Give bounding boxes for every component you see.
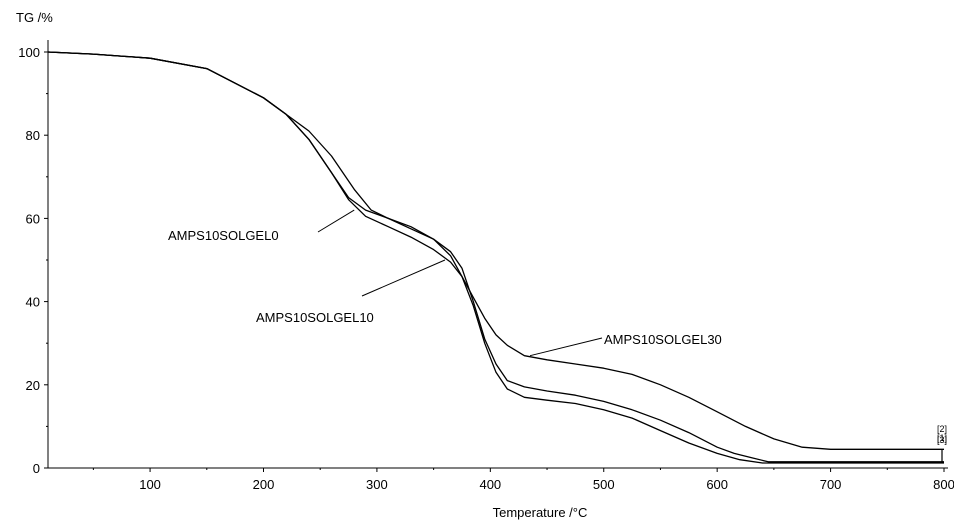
series-line-3: [47, 51, 944, 450]
series-line-1: [47, 51, 944, 464]
end-marker-3: [3]: [937, 435, 947, 445]
series-line-2: [47, 51, 944, 463]
annotation-leader-2: [361, 259, 446, 297]
y-tick-label: 40: [26, 295, 40, 310]
y-tick-label: 20: [26, 378, 40, 393]
series-group: [47, 51, 944, 464]
annotations: AMPS10SOLGEL0 AMPS10SOLGEL10 AMPS10SOLGEL3…: [168, 209, 722, 357]
y-tick-label: 60: [26, 211, 40, 226]
axes: [47, 40, 948, 469]
x-tick-label: 200: [253, 477, 275, 492]
x-tick-label: 100: [139, 477, 161, 492]
x-axis-title: Temperature /°C: [493, 505, 588, 520]
ticks: 0 20 40 60 80 100 100 200 300 400 500 600 700 800: [18, 45, 954, 492]
annotation-label-1: AMPS10SOLGEL0: [168, 228, 279, 243]
x-tick-label: 400: [479, 477, 501, 492]
annotation-label-3: AMPS10SOLGEL30: [604, 332, 722, 347]
y-tick-label: 100: [18, 45, 40, 60]
x-tick-label: 600: [706, 477, 728, 492]
annotation-label-2: AMPS10SOLGEL10: [256, 310, 374, 325]
annotation-leader-3: [529, 337, 603, 357]
x-tick-label: 800: [933, 477, 954, 492]
end-markers: [2][1][3]: [937, 424, 947, 464]
y-axis-title: TG /%: [16, 10, 53, 25]
x-tick-label: 500: [593, 477, 615, 492]
end-marker-1: [2]: [937, 424, 947, 434]
y-tick-label: 80: [26, 128, 40, 143]
y-tick-label: 0: [33, 461, 40, 476]
x-tick-label: 300: [366, 477, 388, 492]
annotation-leader-1: [317, 209, 355, 233]
x-tick-label: 700: [820, 477, 842, 492]
end-marker-2: [1]: [937, 433, 947, 443]
